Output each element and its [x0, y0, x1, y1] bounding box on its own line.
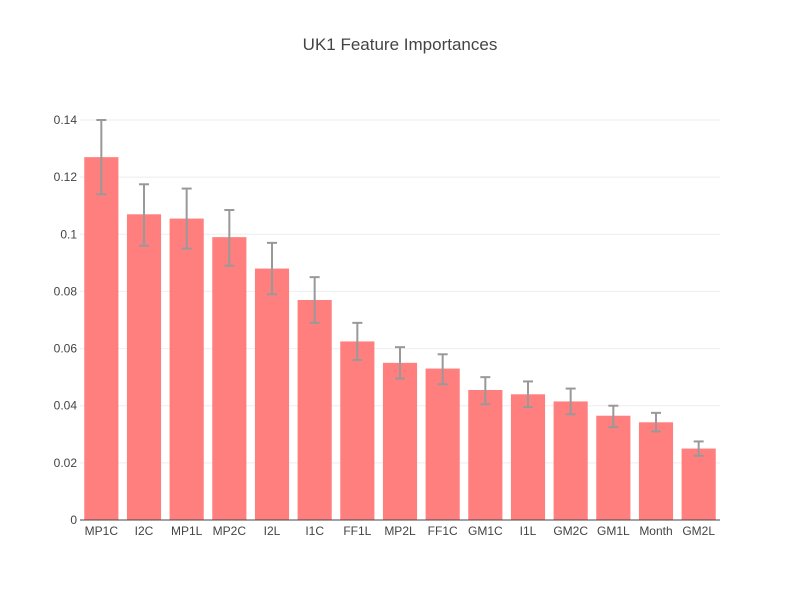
x-tick-label: GM1C — [468, 524, 503, 538]
bar-mp2l — [382, 362, 418, 520]
error-bar-i1c — [309, 276, 320, 324]
bar-ff1c — [425, 368, 460, 520]
bar-gm2l — [681, 448, 716, 520]
y-tick-label: 0.14 — [54, 113, 78, 127]
bar-mp1c — [84, 157, 119, 520]
y-tick-label: 0 — [70, 513, 77, 527]
bar-gm1l — [596, 415, 631, 520]
x-tick-label: MP2L — [384, 524, 416, 538]
x-tick-label: MP2C — [213, 524, 247, 538]
bars — [84, 157, 716, 521]
error-bar-mp1l — [181, 187, 192, 250]
y-tick-label: 0.1 — [60, 227, 77, 241]
error-bar-gm1l — [608, 404, 619, 429]
x-tick-label: I2C — [135, 524, 154, 538]
error-bar-mp1c — [96, 119, 107, 196]
error-bar-gm2c — [565, 387, 576, 416]
bar-mp2c — [212, 237, 247, 520]
bar-mp1l — [169, 218, 204, 521]
x-tick-label: GM2C — [553, 524, 588, 538]
error-bar-i1l — [523, 380, 533, 409]
x-tick-labels: MP1C I2C MP1L MP2C I2L I1C FF1L MP2L FF1C GM1C I1L… — [85, 524, 716, 538]
error-bars — [96, 119, 704, 457]
y-tick-label: 0.02 — [54, 456, 78, 470]
x-tick-label: I2L — [264, 524, 281, 538]
y-tick-label: 0.08 — [54, 284, 78, 298]
error-bar-mp2l — [395, 346, 405, 380]
error-bar-mp2c — [224, 209, 235, 267]
x-tick-label: Month — [639, 524, 672, 538]
error-bar-i2c — [139, 183, 149, 247]
y-tick-label: 0.04 — [54, 399, 78, 413]
y-tick-label: 0.06 — [54, 342, 78, 356]
bar-ff1l — [340, 341, 375, 520]
error-bar-ff1l — [352, 321, 363, 361]
bar-i1l — [510, 394, 546, 520]
chart-title: UK1 Feature Importances — [303, 35, 498, 54]
x-tick-label: FF1L — [343, 524, 371, 538]
bar-gm1c — [468, 390, 503, 520]
x-tick-label: I1C — [305, 524, 324, 538]
error-bar-month — [651, 411, 661, 433]
bar-gm2c — [553, 401, 588, 520]
x-tick-label: MP1L — [171, 524, 203, 538]
y-tick-labels: 0 0.02 0.04 0.06 0.08 0.1 0.12 0.14 — [54, 113, 78, 527]
bar-i1c — [297, 300, 332, 520]
error-bar-gm1c — [480, 376, 491, 406]
x-tick-label: GM1L — [597, 524, 630, 538]
error-bar-i2l — [267, 241, 277, 296]
x-tick-label: FF1C — [428, 524, 458, 538]
bar-i2c — [126, 214, 162, 521]
x-tick-label: GM2L — [682, 524, 715, 538]
x-tick-label: I1L — [520, 524, 537, 538]
x-tick-label: MP1C — [85, 524, 119, 538]
y-tick-label: 0.12 — [54, 170, 78, 184]
bar-i2l — [254, 268, 290, 520]
error-bar-gm2l — [693, 440, 704, 457]
bar-month — [638, 422, 674, 520]
error-bar-ff1c — [437, 353, 448, 386]
